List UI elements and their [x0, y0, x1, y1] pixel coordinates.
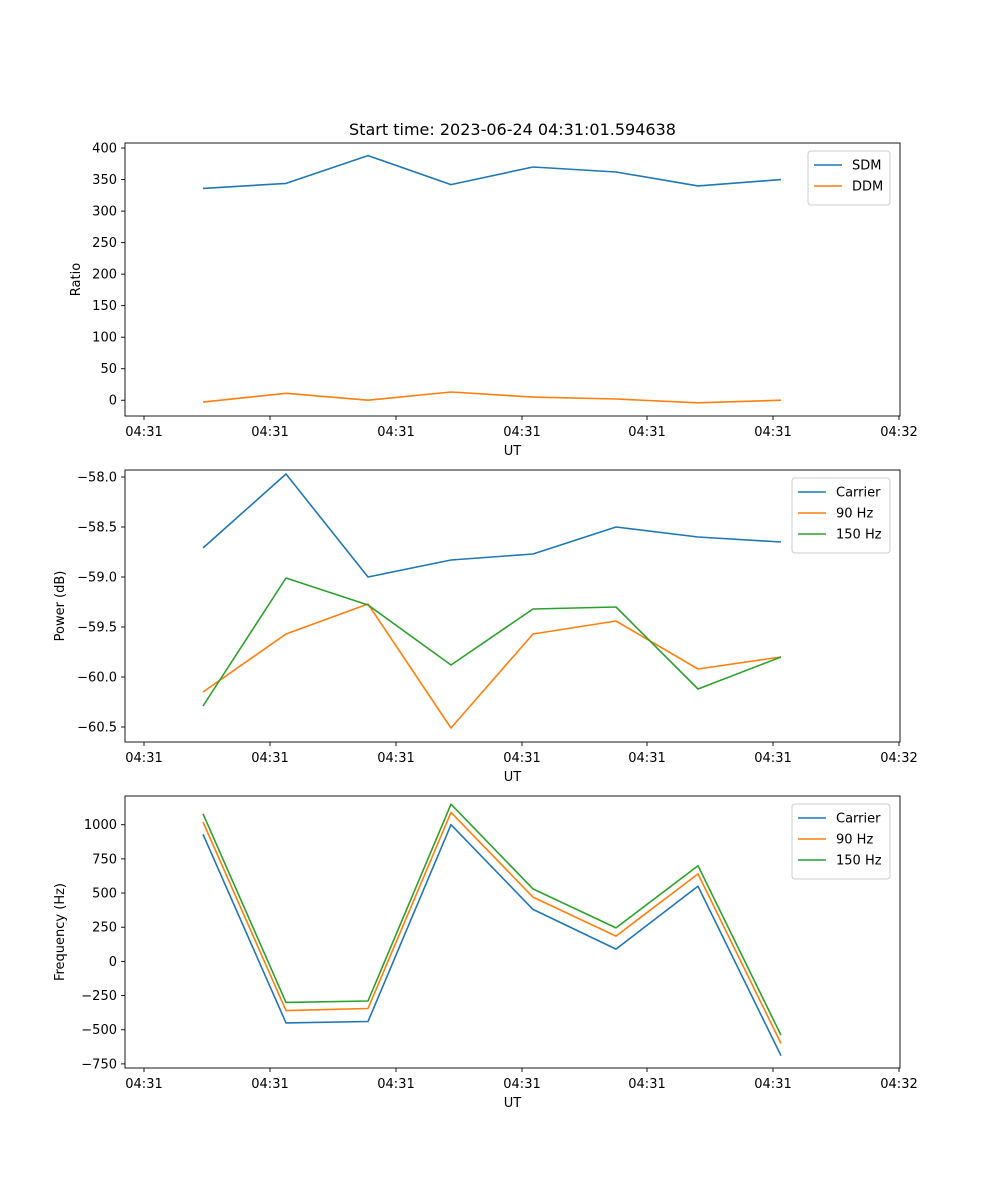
chart-panel-3: 04:31 04:31 04:31 04:31 04:31 04:31 04:32 −750 −…: [53, 795, 918, 1111]
legend-label: 90 Hz: [836, 507, 873, 522]
y-tick-label: 350: [92, 173, 117, 188]
x-axis-label: UT: [504, 770, 522, 785]
y-tick-label: −58.0: [77, 471, 117, 486]
series-line-150-hz: [202, 803, 782, 1036]
chart-panel-2: 04:31 04:31 04:31 04:31 04:31 04:31 04:32 −60.5…: [53, 469, 918, 785]
y-tick-label: 0: [109, 394, 117, 409]
x-axis-label: UT: [504, 444, 522, 459]
x-tick-label: 04:31: [503, 1077, 540, 1092]
y-tick-label: −250: [81, 989, 117, 1004]
x-tick-label: 04:31: [628, 1077, 665, 1092]
legend-label: Carrier: [836, 486, 881, 501]
y-tick-label: −500: [81, 1023, 117, 1038]
x-tick-label: 04:31: [125, 425, 162, 440]
y-tick-label: 250: [92, 236, 117, 251]
plot-frame: [124, 795, 901, 1069]
legend-label: DDM: [852, 180, 883, 195]
plot-frame: [124, 469, 901, 743]
y-tick-label: 0: [109, 955, 117, 970]
y-tick-label: 1000: [84, 818, 117, 833]
x-axis-label: UT: [504, 1096, 522, 1111]
x-tick-label: 04:31: [125, 751, 162, 766]
y-tick-label: 50: [100, 362, 117, 377]
series-line-carrier: [202, 823, 782, 1057]
chart-panel-1: Start time: 2023-06-24 04:31:01.59463804…: [69, 120, 918, 459]
x-tick-label: 04:31: [377, 751, 414, 766]
x-tick-label: 04:32: [880, 751, 917, 766]
y-tick-label: −60.0: [77, 671, 117, 686]
y-tick-label: 300: [92, 205, 117, 220]
x-tick-label: 04:31: [628, 751, 665, 766]
series-line-sdm: [202, 154, 782, 190]
x-tick-label: 04:31: [251, 1077, 288, 1092]
chart-title: Start time: 2023-06-24 04:31:01.594638: [349, 120, 676, 139]
y-axis-label: Frequency (Hz): [53, 883, 68, 981]
y-tick-label: −59.5: [77, 621, 117, 636]
x-tick-label: 04:31: [754, 1077, 791, 1092]
series-line-carrier: [202, 473, 782, 578]
x-tick-label: 04:31: [503, 751, 540, 766]
y-axis-label: Power (dB): [53, 571, 68, 642]
series-line-90-hz: [202, 603, 782, 729]
x-tick-label: 04:31: [628, 425, 665, 440]
legend-label: Carrier: [836, 812, 881, 827]
legend: SDM DDM: [807, 150, 891, 206]
x-tick-label: 04:31: [377, 425, 414, 440]
legend-label: SDM: [852, 159, 881, 174]
legend: Carrier 90 Hz 150 Hz: [791, 477, 891, 554]
series-line-150-hz: [202, 577, 782, 707]
y-tick-label: 150: [92, 299, 117, 314]
x-tick-label: 04:32: [880, 1077, 917, 1092]
y-tick-label: −750: [81, 1057, 117, 1072]
x-tick-label: 04:31: [251, 425, 288, 440]
y-tick-label: −60.5: [77, 721, 117, 736]
x-tick-label: 04:31: [754, 751, 791, 766]
y-tick-label: 400: [92, 142, 117, 157]
y-tick-label: 750: [92, 852, 117, 867]
legend-label: 150 Hz: [836, 854, 882, 869]
x-tick-label: 04:31: [251, 751, 288, 766]
y-tick-label: 100: [92, 331, 117, 346]
legend-label: 90 Hz: [836, 833, 873, 848]
series-line-90-hz: [202, 811, 782, 1044]
x-tick-label: 04:31: [503, 425, 540, 440]
legend: Carrier 90 Hz 150 Hz: [791, 803, 891, 880]
y-axis-label: Ratio: [69, 263, 84, 296]
plot-frame: [124, 142, 901, 417]
legend-label: 150 Hz: [836, 528, 882, 543]
x-tick-label: 04:32: [880, 425, 917, 440]
y-tick-label: 500: [92, 887, 117, 902]
y-tick-label: −59.0: [77, 571, 117, 586]
y-tick-label: 250: [92, 921, 117, 936]
series-line-ddm: [202, 391, 782, 404]
y-tick-label: −58.5: [77, 521, 117, 536]
x-tick-label: 04:31: [125, 1077, 162, 1092]
x-tick-label: 04:31: [754, 425, 791, 440]
y-tick-label: 200: [92, 268, 117, 283]
x-tick-label: 04:31: [377, 1077, 414, 1092]
